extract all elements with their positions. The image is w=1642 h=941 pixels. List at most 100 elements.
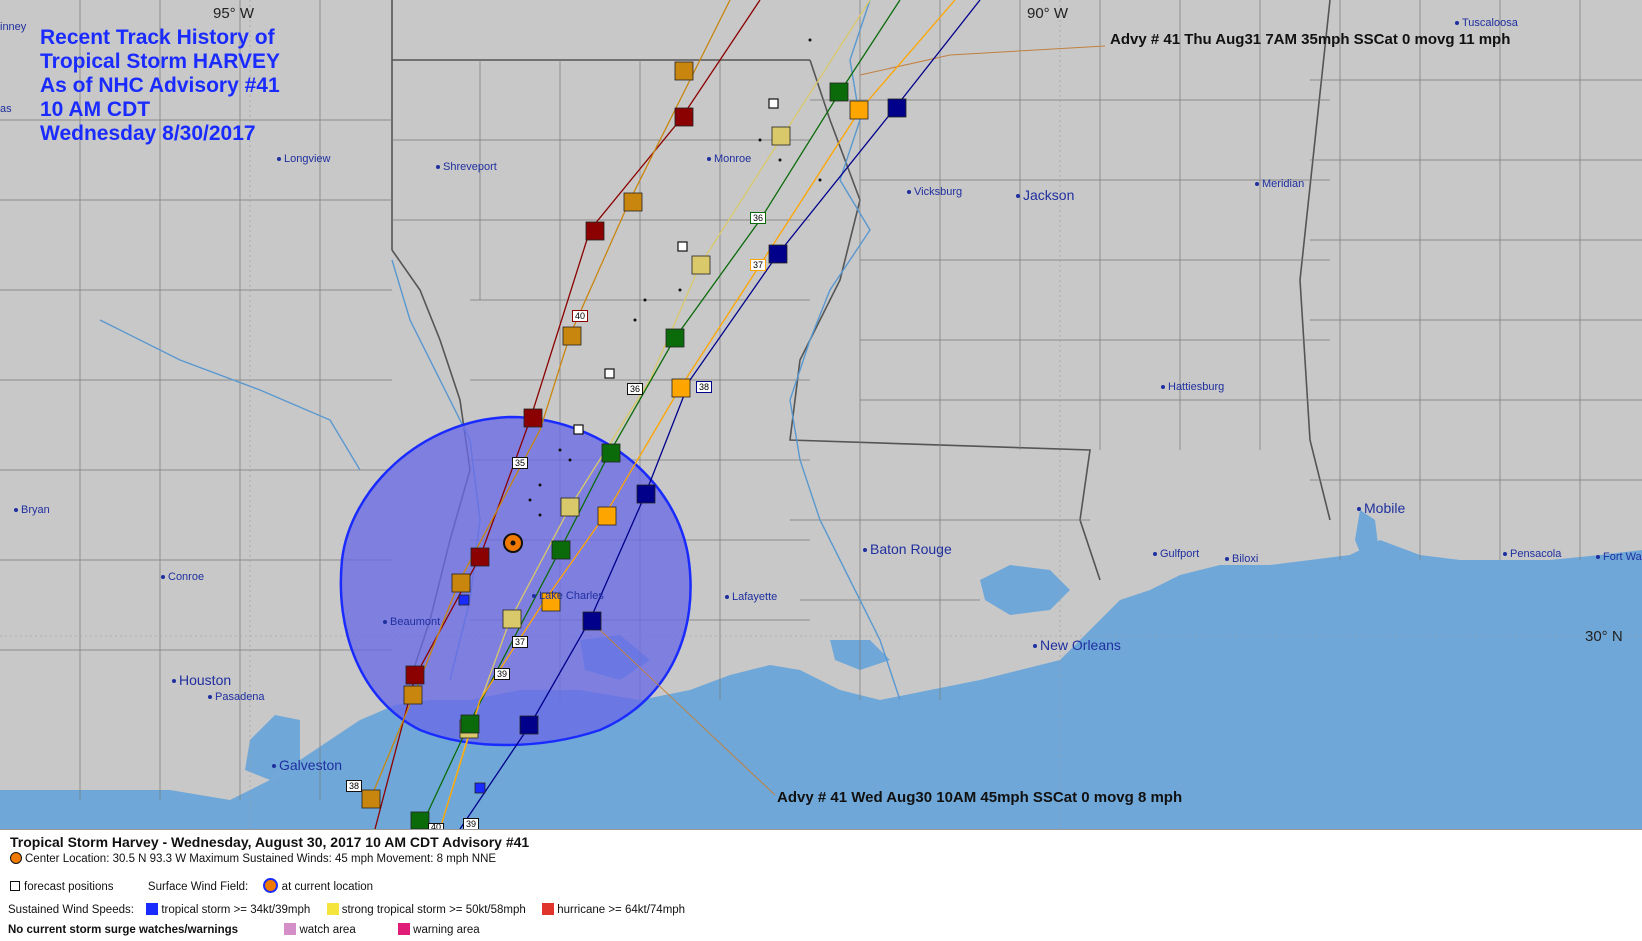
track-marker (451, 573, 471, 593)
hurricane-label: hurricane >= 64kt/74mph (557, 904, 686, 916)
city-label: Galveston (272, 757, 342, 773)
legend-forecast-row: forecast positions Surface Wind Field: a… (10, 878, 373, 893)
mobile-bay (1355, 510, 1380, 565)
track-marker (768, 244, 788, 264)
current-location-marker (503, 533, 523, 553)
advisory-number-label: 38 (346, 780, 363, 792)
track-marker (458, 594, 470, 606)
lon-95-label: 95° W (213, 5, 255, 22)
center-location-row: Center Location: 30.5 N 93.3 W Maximum S… (10, 852, 496, 865)
track-marker (601, 443, 621, 463)
advisory-number-label: 39 (494, 668, 511, 680)
advisory-number-label: 37 (750, 259, 767, 271)
track-line-6 (459, 0, 981, 829)
title-line: As of NHC Advisory #41 (40, 74, 280, 97)
city-label: inney (0, 21, 27, 33)
track-marker (470, 547, 490, 567)
track-marker (560, 497, 580, 517)
city-label: Biloxi (1225, 553, 1258, 565)
track-marker (410, 811, 430, 829)
title-line: 10 AM CDT (40, 98, 151, 121)
wind-field (339, 415, 692, 747)
track-marker (674, 61, 694, 81)
city-label: Gulfport (1153, 548, 1199, 560)
hurricane-swatch (542, 903, 555, 915)
storm-track-map (0, 0, 1642, 829)
track-marker (671, 378, 691, 398)
track-marker (551, 540, 571, 560)
city-label: Conroe (161, 571, 204, 583)
town-dots (528, 38, 822, 517)
track-marker (585, 221, 605, 241)
advisory-number-label: 36 (750, 212, 767, 224)
center-location-text: Center Location: 30.5 N 93.3 W Maximum S… (25, 853, 497, 865)
advisory-number-label: 40 (572, 310, 589, 322)
city-label: Houston (172, 672, 231, 688)
forecast-position-boxes (573, 98, 779, 435)
advisory-number-label: 35 (512, 457, 529, 469)
track-marker (691, 255, 711, 275)
no-surge-label: No current storm surge watches/warnings (8, 924, 239, 936)
track-marker (541, 592, 561, 612)
warning-area-label: warning area (413, 924, 480, 936)
tropical-storm-swatch (146, 903, 159, 915)
track-markers (361, 61, 907, 829)
tropical-storm-label: tropical storm >= 34kt/39mph (161, 904, 311, 916)
galveston-bay (245, 715, 300, 780)
track-marker (674, 107, 694, 127)
lon-90-label: 90° W (1027, 5, 1069, 22)
advisory-number-label: 37 (512, 636, 529, 648)
track-marker (887, 98, 907, 118)
at-current-location-label: at current location (281, 881, 374, 893)
city-label: Lake Charles (532, 590, 604, 602)
current-location-icon (10, 852, 22, 864)
track-marker (623, 192, 643, 212)
advisory-number-label: 38 (696, 381, 713, 393)
track-marker (405, 665, 425, 685)
track-marker (474, 782, 486, 794)
city-label: Pensacola (1503, 548, 1561, 560)
city-label: Jackson (1016, 187, 1074, 203)
track-marker (849, 100, 869, 120)
track-line-5 (439, 0, 956, 829)
county-boundaries (0, 0, 1642, 800)
track-marker (562, 326, 582, 346)
track-marker (582, 611, 602, 631)
track-marker (361, 789, 381, 809)
track-marker (597, 506, 617, 526)
city-label: Baton Rouge (863, 541, 952, 557)
surface-wind-field-label: Surface Wind Field: (147, 881, 249, 893)
track-marker (403, 685, 423, 705)
lake-pontchartrain (980, 565, 1070, 615)
watch-area-swatch (284, 923, 297, 935)
lat-30-label: 30° N (1585, 628, 1623, 645)
advisory-number-label: 36 (627, 383, 644, 395)
forecast-positions-label: forecast positions (24, 881, 114, 893)
title-line: Recent Track History of (40, 26, 275, 49)
legend-panel: Tropical Storm Harvey - Wednesday, Augus… (0, 829, 1642, 941)
city-label: Fort Wa (1596, 551, 1642, 563)
track-marker (460, 714, 480, 734)
city-label: Pasadena (208, 691, 265, 703)
city-label: Bryan (14, 504, 50, 516)
current-advisory-label: Advy # 41 Wed Aug30 10AM 45mph SSCat 0 m… (777, 789, 1183, 806)
track-marker (665, 328, 685, 348)
track-marker (771, 126, 791, 146)
watch-area-label: watch area (299, 924, 356, 936)
title-line: Tropical Storm HARVEY (40, 50, 281, 73)
track-marker (519, 715, 539, 735)
latlon-grid (0, 0, 1642, 829)
legend-title: Tropical Storm Harvey - Wednesday, Augus… (10, 834, 530, 850)
city-label: Longview (277, 153, 330, 165)
city-label: Beaumont (383, 616, 440, 628)
legend-surge-row: No current storm surge watches/warnings … (8, 923, 480, 936)
forecast-position-icon (10, 881, 20, 891)
city-label: Tuscaloosa (1455, 17, 1518, 29)
sustained-wind-speeds-label: Sustained Wind Speeds: (8, 904, 134, 916)
wind-field-location-icon (262, 878, 278, 893)
warning-area-swatch (398, 923, 411, 935)
forecast-advisory-label: Advy # 41 Thu Aug31 7AM 35mph SSCat 0 mo… (1110, 31, 1511, 48)
title-line: Wednesday 8/30/2017 (40, 122, 256, 145)
strong-tropical-storm-swatch (326, 903, 339, 915)
city-label: Meridian (1255, 178, 1304, 190)
